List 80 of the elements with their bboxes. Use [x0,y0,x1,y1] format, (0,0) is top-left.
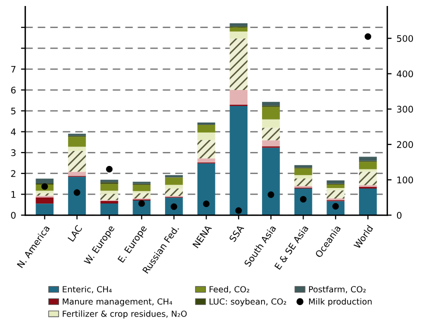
bar [262,128,280,140]
bar [230,23,248,26]
bar [197,132,216,140]
legend-label: Postfarm, CO₂ [309,286,366,294]
bar [262,119,280,128]
bar [68,172,86,176]
bar [36,197,54,204]
bar [132,184,151,192]
y2-tick-label: 500 [397,35,413,42]
bar [359,156,377,161]
bar [68,150,86,172]
point [106,166,113,172]
bar [359,169,377,172]
bar [326,180,344,184]
bar [359,172,377,186]
bar [36,190,54,194]
point [268,191,274,198]
bar [100,184,118,191]
y2-tick-label: 200 [397,141,413,148]
legend-label: Feed, CO₂ [210,286,250,294]
bar [36,204,54,216]
bar [197,125,216,133]
bar [68,176,86,216]
bar [230,106,248,216]
y-tick-label: 6 [11,86,16,94]
bar [68,136,86,147]
legend-label: LUC: soybean, CO₂ [210,298,286,306]
bar [68,146,86,151]
bar [197,163,216,216]
bar [230,90,248,105]
point [138,200,145,207]
bar [359,188,377,216]
point [235,207,242,214]
bar [165,178,183,185]
bar [197,140,216,158]
bar [36,178,54,184]
point [364,33,372,40]
bar [294,175,312,178]
bar [359,162,377,170]
bar [262,106,280,120]
legend-label: Fertilizer & crop residues, N₂O [62,310,187,318]
legend-label: Enteric, CH₄ [62,286,112,294]
bar [230,38,248,90]
point [74,189,80,196]
legend-label: Milk production [309,298,372,306]
point [202,200,210,208]
bar [262,148,280,216]
bar [326,184,344,188]
bar [294,168,312,176]
bar [230,32,248,38]
bar [36,193,54,196]
y-tick-label: 5 [11,108,16,114]
bar [100,194,118,200]
y-tick-label: 7 [11,66,16,73]
bar [165,184,183,188]
bar [197,158,216,162]
bar [262,140,280,146]
y-tick-label: 4 [10,128,16,136]
bar [132,193,151,198]
bar [294,165,312,168]
bar [100,203,118,216]
y-tick-label: 0 [11,212,16,219]
y-tick-label: 2 [11,170,16,177]
bar [294,188,312,216]
y-tick-label: 1 [11,191,16,198]
bar [165,188,183,196]
bar [100,180,118,182]
bar [100,190,118,194]
y-tick-label: 3 [11,149,16,156]
bar [100,200,118,204]
bar [294,178,312,186]
y2-tick-label: 0 [396,212,402,219]
bar [262,102,280,106]
y2-tick-label: 300 [397,106,413,113]
bar [326,190,344,198]
bar [230,27,248,32]
point [41,183,48,190]
legend-label: Manure management, CH₄ [62,298,172,306]
y2-tick-label: 400 [396,70,413,78]
y2-tick-label: 100 [397,176,413,184]
